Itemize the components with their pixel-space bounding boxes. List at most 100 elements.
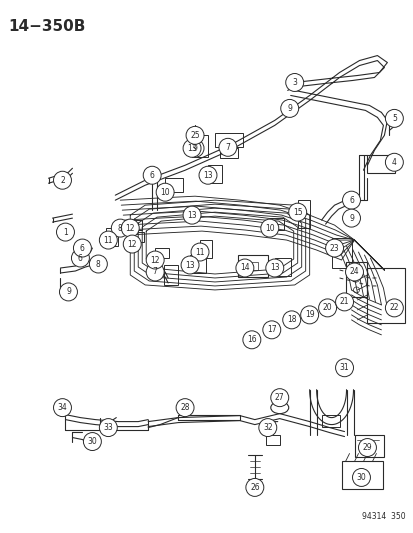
Text: 5: 5 (391, 114, 396, 123)
Text: 6: 6 (150, 171, 154, 180)
Text: 6: 6 (78, 254, 83, 263)
Circle shape (180, 256, 199, 274)
Circle shape (385, 154, 402, 171)
Circle shape (265, 259, 283, 277)
Circle shape (56, 223, 74, 241)
Circle shape (199, 166, 216, 184)
Text: 3: 3 (292, 78, 297, 87)
Circle shape (218, 139, 236, 156)
Text: 24: 24 (349, 268, 358, 277)
Text: 2: 2 (60, 176, 65, 185)
Text: 8: 8 (96, 260, 100, 269)
Text: 1: 1 (63, 228, 68, 237)
Text: 12: 12 (127, 239, 137, 248)
Text: 19: 19 (304, 310, 314, 319)
Circle shape (146, 251, 164, 269)
Text: 11: 11 (195, 247, 204, 256)
Circle shape (280, 100, 298, 117)
Circle shape (146, 263, 164, 281)
Circle shape (342, 191, 360, 209)
Text: 7: 7 (152, 268, 157, 277)
Text: 16: 16 (247, 335, 256, 344)
Circle shape (262, 321, 280, 339)
Text: 30: 30 (356, 473, 366, 482)
Text: 27: 27 (274, 393, 284, 402)
Text: 15: 15 (292, 208, 302, 216)
Text: 9: 9 (192, 144, 197, 153)
Circle shape (176, 399, 194, 417)
Circle shape (59, 283, 77, 301)
Text: 13: 13 (203, 171, 212, 180)
Circle shape (99, 231, 117, 249)
Circle shape (111, 219, 129, 237)
Text: 13: 13 (185, 261, 195, 270)
Circle shape (53, 171, 71, 189)
Text: 29: 29 (362, 443, 371, 452)
Circle shape (335, 293, 353, 311)
Circle shape (83, 433, 101, 450)
Text: 9: 9 (287, 104, 292, 113)
Circle shape (89, 255, 107, 273)
Circle shape (300, 306, 318, 324)
Circle shape (285, 74, 303, 92)
Ellipse shape (270, 402, 288, 414)
Circle shape (385, 109, 402, 127)
Text: 6: 6 (348, 196, 353, 205)
Circle shape (258, 418, 276, 437)
Circle shape (342, 209, 360, 227)
Text: 21: 21 (339, 297, 349, 306)
Text: 25: 25 (190, 131, 199, 140)
Circle shape (71, 249, 89, 267)
Circle shape (385, 299, 402, 317)
Text: 10: 10 (264, 224, 274, 232)
Circle shape (183, 139, 201, 157)
Text: 14: 14 (240, 263, 249, 272)
Circle shape (185, 126, 204, 144)
Circle shape (270, 389, 288, 407)
Circle shape (242, 331, 260, 349)
Circle shape (190, 243, 209, 261)
Text: 94314  350: 94314 350 (361, 512, 404, 521)
Circle shape (260, 219, 278, 237)
Text: 6: 6 (80, 244, 85, 253)
Circle shape (351, 469, 370, 487)
Text: 12: 12 (150, 255, 159, 264)
Text: 28: 28 (180, 403, 190, 412)
Circle shape (99, 418, 117, 437)
Circle shape (123, 235, 141, 253)
Text: 30: 30 (87, 437, 97, 446)
Text: 22: 22 (389, 303, 398, 312)
Circle shape (156, 183, 174, 201)
Circle shape (235, 259, 253, 277)
Circle shape (73, 239, 91, 257)
Text: 20: 20 (322, 303, 332, 312)
Text: 12: 12 (125, 224, 135, 232)
Circle shape (335, 359, 353, 377)
Text: 14−350B: 14−350B (9, 19, 86, 34)
Text: 8: 8 (118, 224, 122, 232)
Text: 13: 13 (187, 211, 197, 220)
Circle shape (53, 399, 71, 417)
Text: 11: 11 (103, 236, 113, 245)
Text: 9: 9 (66, 287, 71, 296)
Circle shape (183, 206, 201, 224)
Text: 23: 23 (329, 244, 339, 253)
Circle shape (185, 139, 204, 157)
Text: 32: 32 (262, 423, 272, 432)
Text: 33: 33 (103, 423, 113, 432)
Text: 31: 31 (339, 363, 349, 372)
Text: 13: 13 (269, 263, 279, 272)
Circle shape (325, 239, 343, 257)
Text: 26: 26 (249, 483, 259, 492)
Text: 4: 4 (391, 158, 396, 167)
Circle shape (288, 203, 306, 221)
Text: 13: 13 (187, 144, 197, 153)
Text: 18: 18 (286, 316, 296, 325)
Text: 17: 17 (266, 325, 276, 334)
Text: 7: 7 (225, 143, 230, 152)
Text: 9: 9 (348, 214, 353, 223)
Circle shape (121, 219, 139, 237)
Text: 34: 34 (57, 403, 67, 412)
Circle shape (345, 263, 363, 281)
Circle shape (282, 311, 300, 329)
